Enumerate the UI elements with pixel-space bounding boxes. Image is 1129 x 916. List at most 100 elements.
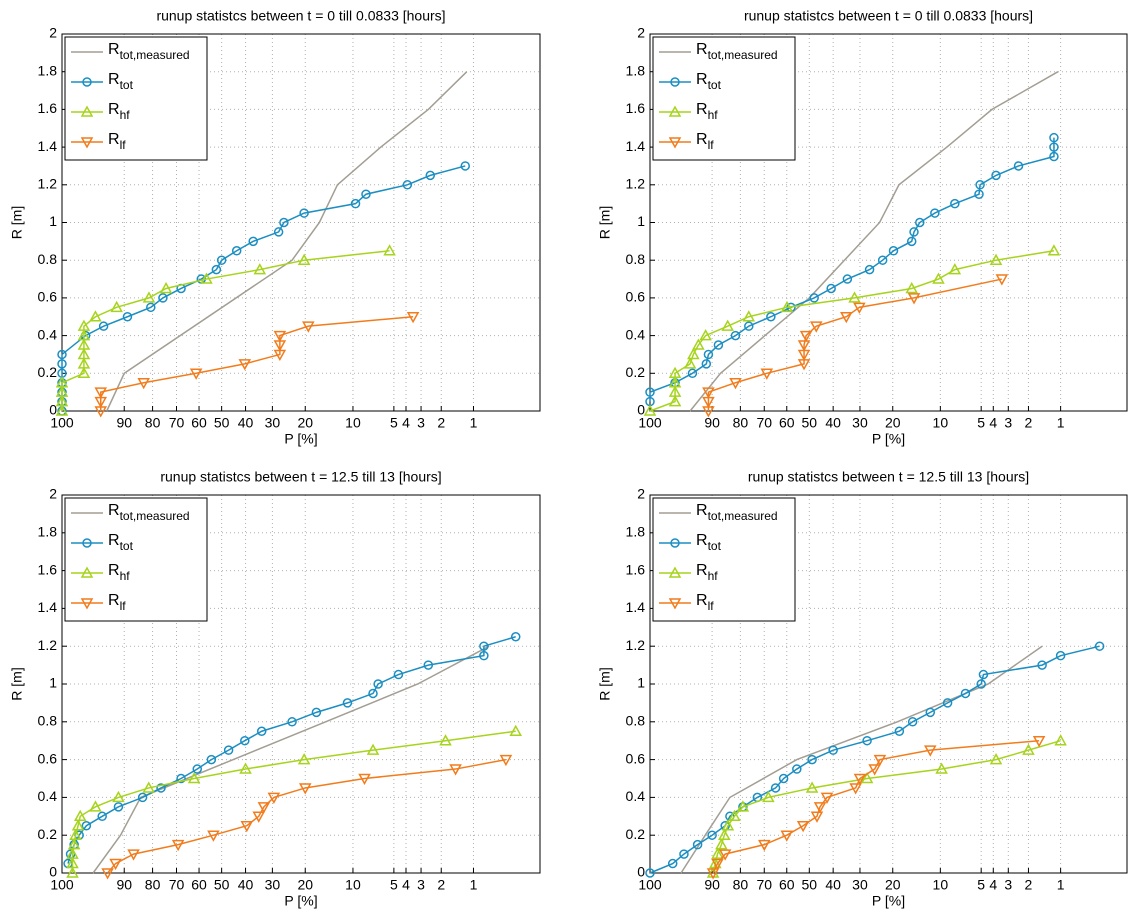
marker [687,347,700,360]
marker [668,366,682,379]
legend-name: R [108,71,120,88]
legend-label: Rtot,measured [108,41,190,62]
marker [766,312,776,322]
panel: 100 90 80 70 60 50 40 30 20 10 5 4 3 2 100.20.40.60.81… [9,469,541,909]
y-tick-label: 1.6 [626,100,646,116]
y-tick-label: 1.6 [38,100,58,116]
chart-title: runup statistcs between t = 12.5 till 13… [748,469,1029,485]
legend-label: Rlf [696,592,714,613]
marker [77,357,91,369]
marker [1037,660,1047,670]
series-line [649,137,1055,402]
marker [932,272,945,284]
marker [668,376,682,388]
marker [948,263,962,275]
y-tick-label: 1 [49,213,57,229]
marker [176,773,186,784]
marker [643,404,657,416]
y-tick-label: 1.2 [626,176,646,192]
y-tick-label: 0 [49,402,57,418]
x-tick-label: 5 [390,415,398,431]
y-tick-label: 1 [49,675,57,691]
marker [499,754,513,767]
x-tick-label: 60 [191,877,207,893]
marker [257,802,271,814]
marker [159,281,173,294]
x-tick-label: 80 [145,415,161,431]
marker [950,198,960,209]
marker [479,650,489,661]
marker [711,847,724,859]
marker [826,283,836,294]
marker [1049,151,1059,162]
marker [253,263,267,275]
marker [894,726,905,736]
x-tick-label: 100 [638,415,662,431]
marker [683,357,697,369]
marker [925,707,936,718]
marker [368,688,378,699]
x-tick-label: 80 [733,415,749,431]
y-tick-label: 0 [637,402,645,418]
marker [77,329,91,341]
x-tick-label: 30 [265,415,281,431]
marker [231,246,242,256]
marker [736,800,750,812]
marker [1032,735,1046,748]
marker [907,293,921,305]
marker [991,170,1001,181]
marker [423,660,434,670]
marker [930,208,940,218]
x-tick-label: 80 [733,877,749,893]
x-tick-label: 1 [470,415,478,431]
marker [873,754,887,767]
legend-label: Rlf [108,131,126,152]
marker [721,319,734,331]
legend-label: Rhf [696,101,718,122]
marker [97,811,107,822]
panel: 100 90 80 70 60 50 40 30 20 10 5 4 3 2 100.20.40.60.81… [9,8,541,447]
y-tick-label: 1.4 [38,599,58,615]
x-tick-label: 70 [169,877,185,893]
x-tick-label: 4 [402,415,410,431]
marker [187,771,201,784]
y-tick-label: 1.2 [626,637,646,653]
marker [211,264,222,275]
marker [406,312,420,324]
marker [80,137,94,149]
y-tick-label: 1.8 [38,524,58,540]
marker [744,321,754,331]
x-tick-label: 20 [297,877,313,893]
marker [69,828,82,840]
y-tick-label: 0.6 [626,750,646,766]
marker [256,726,267,736]
y-axis-label: R [m] [597,206,613,239]
marker [109,858,122,871]
marker [799,330,813,343]
y-tick-label: 0.6 [38,289,58,305]
marker [73,809,87,822]
x-tick-label: 20 [885,877,901,893]
marker [267,792,281,804]
chart-title: runup statistcs between t = 0 till 0.083… [156,8,445,24]
marker [701,359,712,369]
legend-name: R [696,592,708,609]
legend-subscript: tot [708,539,722,553]
legend-label: Rhf [108,562,130,583]
x-tick-label: 50 [802,415,818,431]
y-tick-label: 1.8 [38,62,58,78]
marker [66,857,79,869]
axes-frame [649,33,1128,412]
series-line [689,71,1059,412]
marker [71,819,85,831]
series-line [67,636,516,864]
x-axis-label: P [%] [872,893,905,909]
marker [1049,142,1059,152]
marker [742,310,756,322]
marker [207,830,220,842]
marker [238,359,252,371]
marker [342,698,353,708]
marker [711,858,724,871]
x-tick-label: 20 [297,415,313,431]
legend-subscript: lf [120,599,127,613]
